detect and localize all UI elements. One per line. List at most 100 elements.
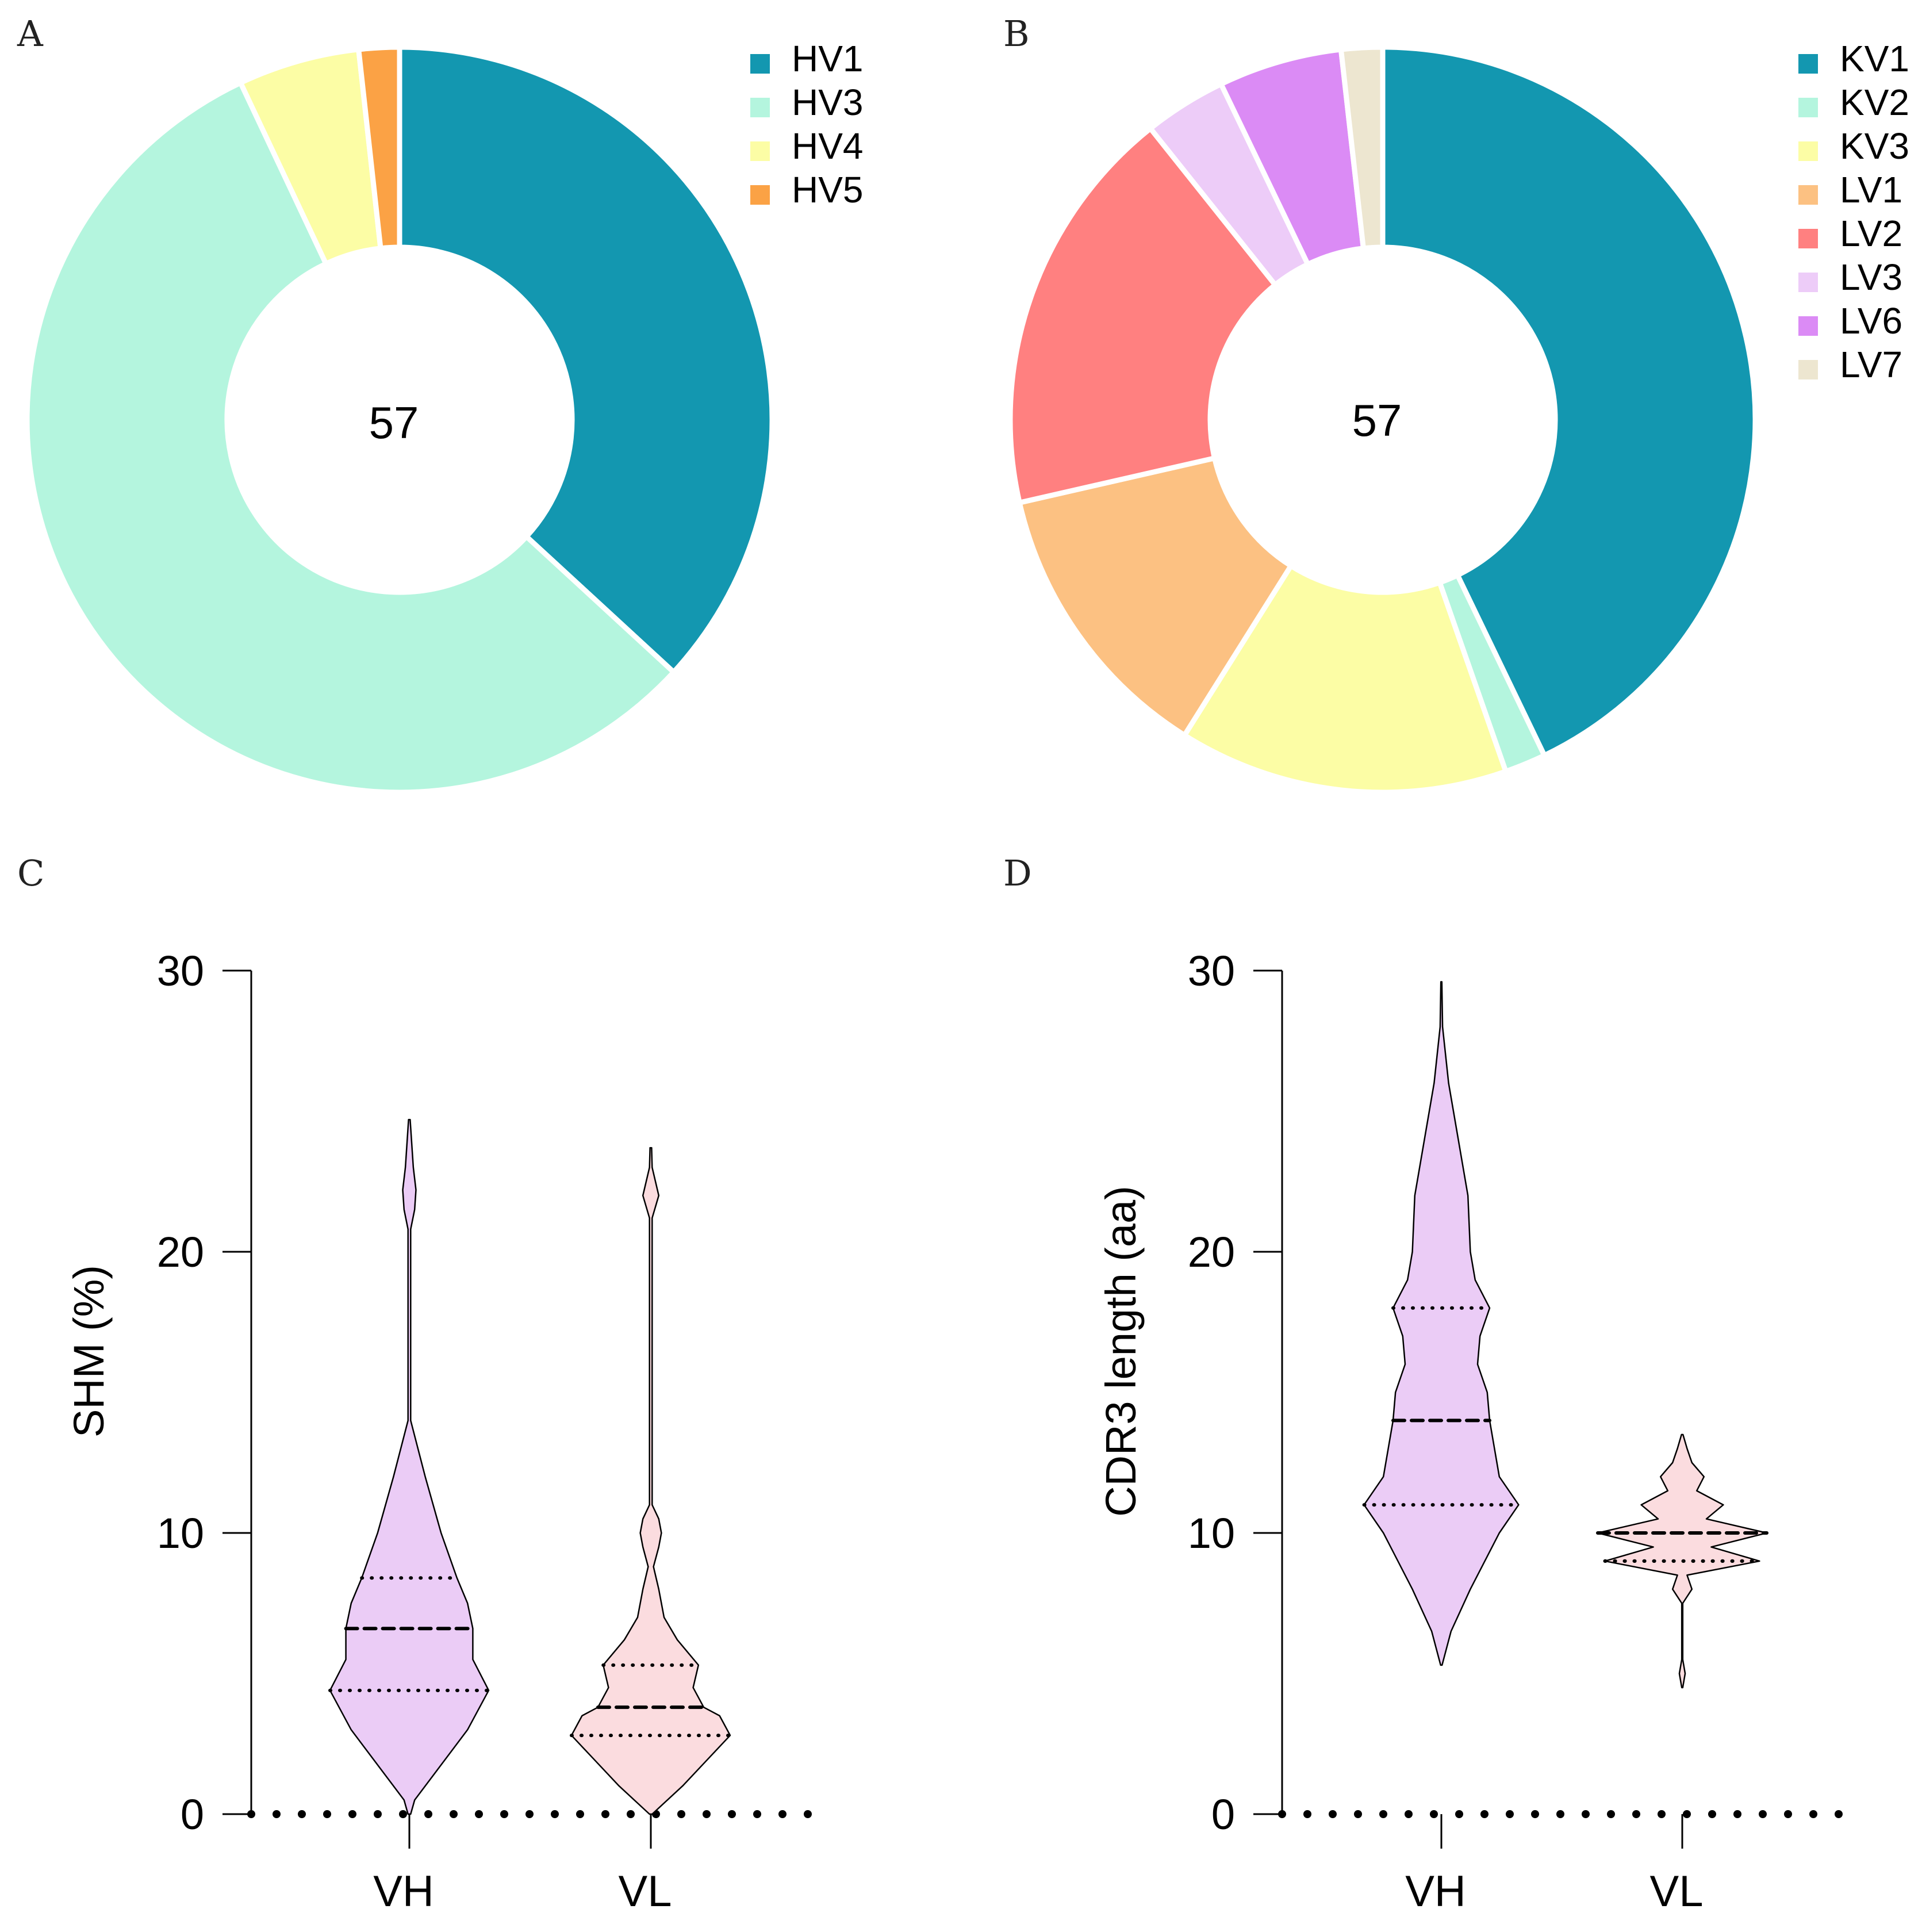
donut-a-legend-swatch-hv5 (750, 185, 770, 205)
violin-d-baseline-dot (1455, 1810, 1463, 1818)
donut-a-slice-hv3 (24, 79, 678, 795)
violin-d-x-label-vl: VL (1650, 1867, 1704, 1916)
violin-c-baseline-dot (601, 1810, 609, 1818)
panel-label-c: C (17, 852, 44, 894)
donut-b-legend-label-kv3: KV3 (1840, 125, 1909, 167)
donut-b-legend-label-lv3: LV3 (1840, 256, 1902, 298)
donut-chart-a (24, 44, 775, 795)
violin-d-violin-vh (1363, 981, 1520, 1666)
donut-chart-b (1007, 44, 1758, 795)
violin-c-baseline-dot (500, 1810, 508, 1818)
donut-b-slice-lv1 (1016, 455, 1295, 739)
violin-c-baseline-dot (778, 1810, 787, 1818)
donut-b-legend-swatch-kv3 (1798, 141, 1818, 161)
violin-c-y-tick-label-10: 10 (157, 1509, 204, 1557)
donut-b-legend-swatch-lv1 (1798, 185, 1818, 205)
violin-d-baseline-dot (1480, 1810, 1489, 1818)
violin-c-x-label-vh: VH (373, 1867, 434, 1916)
violin-c-violin-vh (329, 1118, 490, 1815)
violin-chart-c: 0 10 20 30 VH VL (157, 947, 812, 1916)
violin-c-baseline-dot (399, 1810, 407, 1818)
donut-b-legend-swatch-lv2 (1798, 229, 1818, 248)
violin-c-y-tick-label-30: 30 (157, 947, 204, 995)
violin-c-x-label-vl: VL (619, 1867, 672, 1916)
donut-b-legend-swatch-lv7 (1798, 360, 1818, 379)
panel-label-a: A (17, 13, 44, 55)
violin-c-violin-vl (570, 1147, 731, 1815)
violin-c-baseline-dot (475, 1810, 483, 1818)
violin-d-baseline-dot (1809, 1810, 1817, 1818)
violin-c-baseline-dot (627, 1810, 635, 1818)
donut-b-legend-swatch-lv6 (1798, 316, 1818, 336)
donut-b-slice-kv1 (1380, 44, 1758, 759)
donut-a-legend-label-hv5: HV5 (792, 169, 864, 210)
violin-c-baseline-dot (576, 1810, 584, 1818)
violin-d-baseline-dot (1329, 1810, 1337, 1818)
violin-d-baseline-dot (1354, 1810, 1362, 1818)
donut-a-slice-hv1 (397, 44, 775, 676)
violin-c-baseline-dot (551, 1810, 559, 1818)
donut-b-legend-label-kv1: KV1 (1840, 38, 1909, 79)
violin-d-baseline-dot (1759, 1810, 1767, 1818)
donut-b-legend-swatch-kv2 (1798, 98, 1818, 117)
violin-d-baseline-dot (1733, 1810, 1741, 1818)
violin-c-baseline-dot (298, 1810, 306, 1818)
violin-d-baseline-dot (1658, 1810, 1666, 1818)
violin-d-baseline-dot (1379, 1810, 1387, 1818)
violin-c-baseline-dot (450, 1810, 458, 1818)
donut-b-legend-label-lv1: LV1 (1840, 169, 1902, 210)
panel-c: C SHM (%) 0 10 20 30 VH VL (17, 852, 812, 1916)
donut-b-legend-label-kv2: KV2 (1840, 82, 1909, 123)
violin-d-baseline-dot (1708, 1810, 1716, 1818)
violin-c-baseline-dot (273, 1810, 281, 1818)
violin-d-baseline-dot (1303, 1810, 1311, 1818)
donut-a-legend-label-hv4: HV4 (792, 125, 864, 167)
violin-c-baseline-dot (424, 1810, 432, 1818)
violin-d-baseline-dot (1784, 1810, 1792, 1818)
donut-b-slice-kv3 (1181, 562, 1509, 795)
panel-label-d: D (1003, 852, 1032, 894)
panel-label-b: B (1003, 13, 1030, 55)
violin-c-baseline-dot (804, 1810, 812, 1818)
violin-chart-d: 0 10 20 30 VH VL (1188, 947, 1843, 1916)
violin-d-baseline-dot (1531, 1810, 1539, 1818)
violin-c-baseline-dot (703, 1810, 711, 1818)
violin-d-baseline-dot (1278, 1810, 1286, 1818)
violin-d-y-tick-label-10: 10 (1188, 1509, 1235, 1557)
violin-c-baseline-dot (525, 1810, 534, 1818)
violin-d-baseline-dot (1632, 1810, 1640, 1818)
donut-a-legend-label-hv1: HV1 (792, 38, 864, 79)
violin-d-x-label-vh: VH (1405, 1867, 1466, 1916)
violin-c-baseline-dot (728, 1810, 736, 1818)
donut-b-center-count: 57 (1352, 395, 1402, 446)
violin-d-baseline-dot (1582, 1810, 1590, 1818)
donut-b-legend-label-lv7: LV7 (1840, 344, 1902, 385)
violin-d-baseline-dot (1556, 1810, 1564, 1818)
donut-a-slice-hv5 (355, 44, 402, 251)
donut-a-legend-swatch-hv4 (750, 141, 770, 161)
violin-c-baseline-dot (247, 1810, 255, 1818)
violin-d-baseline-dot (1430, 1810, 1438, 1818)
donut-b-legend-label-lv2: LV2 (1840, 213, 1902, 254)
panel-d: D CDR3 length (aa) 0 10 20 30 VH VL (1003, 852, 1843, 1916)
violin-c-baseline-dot (374, 1810, 382, 1818)
donut-b-slice-lv2 (1007, 125, 1279, 506)
violin-d-baseline-dot (1405, 1810, 1413, 1818)
violin-c-baseline-dot (348, 1810, 356, 1818)
violin-d-baseline-dot (1506, 1810, 1514, 1818)
violin-d-baseline-dot (1683, 1810, 1691, 1818)
violin-d-y-tick-label-20: 20 (1188, 1228, 1235, 1276)
donut-a-center-count: 57 (369, 397, 419, 448)
violin-c-y-tick-label-20: 20 (157, 1228, 204, 1276)
violin-c-baseline-dot (323, 1810, 331, 1818)
donut-b-slice-lv7 (1338, 44, 1386, 251)
violin-d-y-tick-label-30: 30 (1188, 947, 1235, 995)
violin-c-y-tick-label-0: 0 (181, 1791, 204, 1838)
y-axis-title-d: CDR3 length (aa) (1097, 1186, 1145, 1517)
donut-b-legend-swatch-kv1 (1798, 54, 1818, 74)
y-axis-title-c: SHM (%) (65, 1265, 113, 1438)
